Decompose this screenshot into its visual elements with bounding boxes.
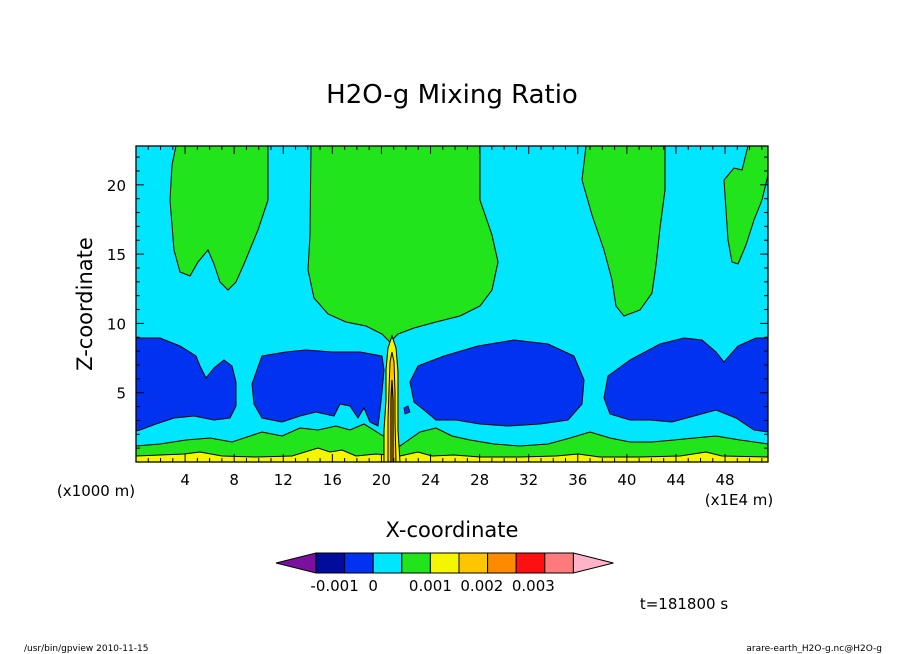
contour-upper-green-2 xyxy=(307,146,499,343)
colorbar-tick-label: 0.003 xyxy=(512,577,555,595)
contour-blue-1 xyxy=(136,337,237,432)
x-unit-label: (x1E4 m) xyxy=(705,491,774,509)
colorbar-low-arrow xyxy=(275,552,317,574)
plot-frame xyxy=(135,145,769,463)
footer-left: /usr/bin/gpview 2010-11-15 xyxy=(24,644,148,654)
x-tick-label: 28 xyxy=(470,471,489,489)
colorbar-swatch xyxy=(401,552,431,574)
contour-upper-green-4 xyxy=(723,146,768,265)
x-tick-label: 48 xyxy=(716,471,735,489)
contour-plume-orange xyxy=(387,351,397,462)
colorbar-swatch xyxy=(315,552,346,574)
contour-blue-4 xyxy=(603,337,768,433)
contour-surface-green xyxy=(136,423,768,462)
colorbar-tick-label: 0 xyxy=(368,577,378,595)
contour-blue-3 xyxy=(409,339,585,427)
colorbar-tick-label: -0.001 xyxy=(310,577,358,595)
contour-blue-2 xyxy=(251,349,385,427)
x-tick-label: 12 xyxy=(274,471,293,489)
y-tick-label: 10 xyxy=(107,315,126,333)
contour-blue-speck xyxy=(403,405,411,415)
colorbar-tick-label: 0.002 xyxy=(460,577,503,595)
footer-right: arare-earth_H2O-g.nc@H2O-g xyxy=(746,644,882,654)
contour-plot xyxy=(136,146,768,462)
x-tick-label: 16 xyxy=(323,471,342,489)
y-tick-label: 15 xyxy=(107,246,126,264)
colorbar-swatch xyxy=(544,552,574,574)
contour-plume-core xyxy=(390,379,394,462)
x-tick-label: 4 xyxy=(180,471,190,489)
y-axis: 5 10 15 20 xyxy=(107,156,768,449)
colorbar-swatch xyxy=(458,552,489,574)
x-tick-label: 40 xyxy=(617,471,636,489)
x-tick-label: 44 xyxy=(666,471,685,489)
colorbar-swatch xyxy=(372,552,403,574)
x-tick-label: 8 xyxy=(229,471,239,489)
colorbar xyxy=(275,552,614,574)
colorbar-swatch xyxy=(344,552,374,574)
y-tick-label: 20 xyxy=(107,177,126,195)
x-tick-label: 20 xyxy=(372,471,391,489)
x-axis: 4 8 12 16 20 24 28 32 36 40 44 48 xyxy=(147,146,763,489)
y-axis-label: Z-coordinate xyxy=(73,237,97,371)
contour-upper-green-3 xyxy=(581,146,666,317)
colorbar-tick-label: 0.001 xyxy=(409,577,452,595)
colorbar-swatch xyxy=(487,552,517,574)
x-tick-label: 32 xyxy=(519,471,538,489)
colorbar-high-arrow xyxy=(572,552,614,574)
y-tick-label: 5 xyxy=(116,385,126,403)
contour-surface-yellow xyxy=(136,447,768,462)
time-label: t=181800 s xyxy=(640,595,728,613)
chart-title: H2O-g Mixing Ratio xyxy=(326,80,578,110)
colorbar-swatch xyxy=(429,552,460,574)
x-tick-label: 36 xyxy=(568,471,587,489)
contour-upper-green-1 xyxy=(169,146,269,291)
y-unit-label: (x1000 m) xyxy=(57,482,135,500)
x-axis-label: X-coordinate xyxy=(386,518,519,542)
colorbar-swatch xyxy=(515,552,546,574)
colorbar-tick-labels: -0.001 0 0.001 0.002 0.003 xyxy=(310,577,554,595)
x-tick-label: 24 xyxy=(421,471,440,489)
